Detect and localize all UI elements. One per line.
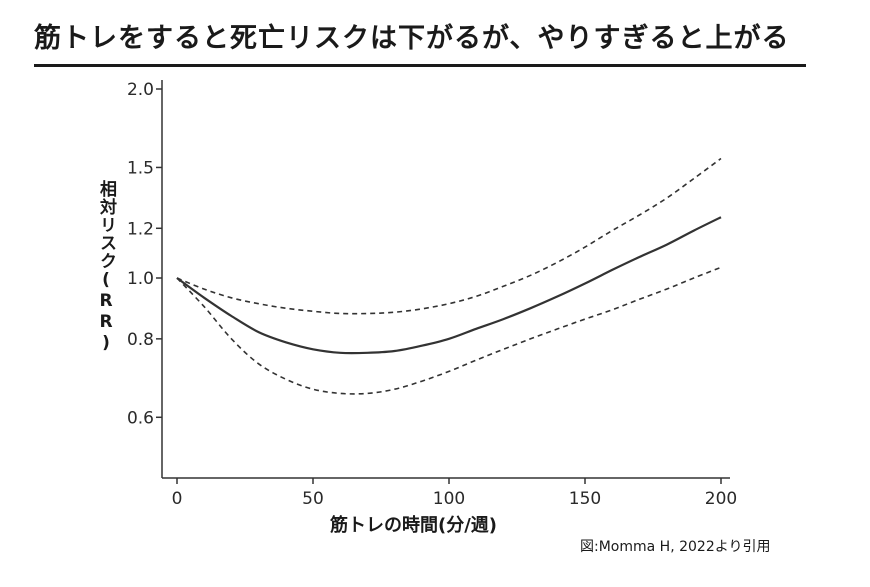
x-tick-label: 150 [569,489,601,509]
x-tick-label: 100 [433,489,465,509]
source-citation: 図:Momma H, 2022より引用 [580,539,771,555]
y-tick-label: 1.2 [127,219,154,239]
title-underline [34,64,806,67]
y-tick-label: 0.8 [127,330,154,350]
y-tick-label: 0.6 [127,408,154,428]
chart-axes [161,80,730,479]
y-tick-label: 1.5 [127,158,154,178]
y-axis-label: 相対リスク(RR) [96,180,116,354]
series-line-upper-ci [176,157,722,315]
x-tick-label: 50 [302,489,324,509]
series-line-estimate [176,216,722,355]
y-tick-label: 2.0 [127,80,154,100]
x-axis-label: 筋トレの時間(分/週) [330,515,498,536]
chart-title: 筋トレをすると死亡リスクは下がるが、やりすぎると上がる [34,23,790,54]
chart-lines [176,157,722,395]
y-tick-label: 1.0 [127,269,154,289]
x-tick-label: 0 [172,489,183,509]
x-tick-label: 200 [705,489,737,509]
series-line-lower-ci [176,266,722,395]
chart-ticks: 2.0 1.5 1.2 1.0 0.8 0.6 0 50 100 150 200 [127,80,737,509]
